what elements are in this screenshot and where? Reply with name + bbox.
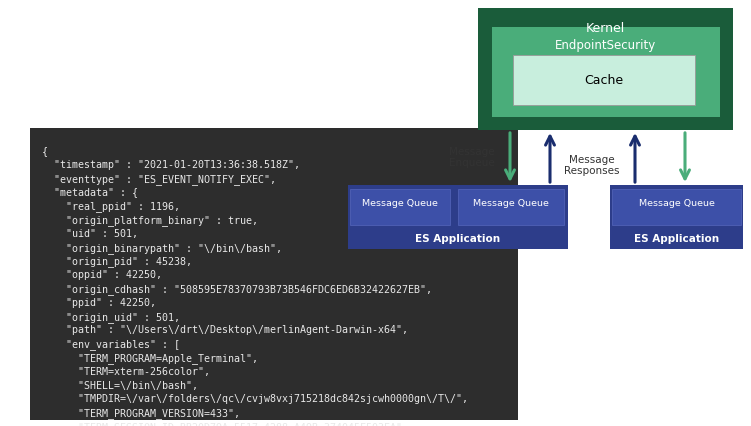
Text: Message Queue: Message Queue	[473, 199, 549, 207]
Text: "origin_cdhash" : "508595E78370793B73B546FDC6ED6B32422627EB",: "origin_cdhash" : "508595E78370793B73B54…	[42, 284, 432, 295]
Text: Kernel: Kernel	[586, 22, 625, 35]
Text: "TERM=xterm-256color",: "TERM=xterm-256color",	[42, 367, 210, 377]
Text: "TERM_PROGRAM=Apple_Terminal",: "TERM_PROGRAM=Apple_Terminal",	[42, 353, 258, 364]
Text: "TERM_PROGRAM_VERSION=433",: "TERM_PROGRAM_VERSION=433",	[42, 408, 240, 419]
Bar	[30, 128, 518, 420]
Text: "origin_platform_binary" : true,: "origin_platform_binary" : true,	[42, 215, 258, 226]
Text: Message
Enqueue: Message Enqueue	[449, 147, 495, 168]
Text: Cache: Cache	[584, 74, 623, 86]
Bar	[610, 185, 743, 249]
Text: "TERM_SESSION_ID=BB20D79A-5517-4288-A49B-374045F503EA",: "TERM_SESSION_ID=BB20D79A-5517-4288-A49B…	[42, 422, 408, 426]
Text: "metadata" : {: "metadata" : {	[42, 187, 138, 197]
Text: "origin_uid" : 501,: "origin_uid" : 501,	[42, 311, 180, 322]
Text: "timestamp" : "2021-01-20T13:36:38.518Z",: "timestamp" : "2021-01-20T13:36:38.518Z"…	[42, 160, 300, 170]
Text: Message Queue: Message Queue	[638, 199, 714, 207]
Text: "origin_binarypath" : "\/bin\/bash",: "origin_binarypath" : "\/bin\/bash",	[42, 242, 282, 253]
Text: "uid" : 501,: "uid" : 501,	[42, 229, 138, 239]
Text: "env_variables" : [: "env_variables" : [	[42, 339, 180, 350]
Bar	[350, 189, 450, 225]
Text: ES Application: ES Application	[415, 234, 501, 244]
Text: "TMPDIR=\/var\/folders\/qc\/cvjw8vxj715218dc842sjcwh0000gn\/T\/",: "TMPDIR=\/var\/folders\/qc\/cvjw8vxj7152…	[42, 394, 468, 404]
Text: {: {	[42, 146, 48, 156]
Text: "real_ppid" : 1196,: "real_ppid" : 1196,	[42, 201, 180, 212]
Text: "oppid" : 42250,: "oppid" : 42250,	[42, 270, 162, 280]
Bar	[513, 55, 695, 105]
Text: Message
Responses: Message Responses	[564, 155, 620, 176]
Text: EndpointSecurity: EndpointSecurity	[556, 39, 656, 52]
Text: "SHELL=\/bin\/bash",: "SHELL=\/bin\/bash",	[42, 380, 198, 391]
Text: Message Queue: Message Queue	[362, 199, 438, 207]
Bar	[492, 27, 720, 117]
Text: "ppid" : 42250,: "ppid" : 42250,	[42, 298, 156, 308]
Bar	[612, 189, 741, 225]
Bar	[348, 185, 568, 249]
Text: ES Application: ES Application	[634, 234, 719, 244]
Text: "eventtype" : "ES_EVENT_NOTIFY_EXEC",: "eventtype" : "ES_EVENT_NOTIFY_EXEC",	[42, 174, 276, 184]
Text: "path" : "\/Users\/drt\/Desktop\/merlinAgent-Darwin-x64",: "path" : "\/Users\/drt\/Desktop\/merlinA…	[42, 325, 408, 335]
Text: "origin_pid" : 45238,: "origin_pid" : 45238,	[42, 256, 192, 267]
Bar	[458, 189, 564, 225]
Bar	[478, 8, 733, 130]
